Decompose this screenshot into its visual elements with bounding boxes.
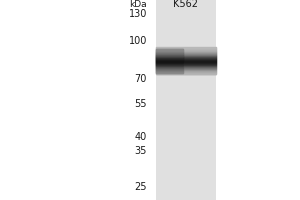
Text: 70: 70: [135, 74, 147, 84]
Text: 100: 100: [129, 36, 147, 46]
Bar: [156, 0, 216, 200]
Text: 40: 40: [135, 132, 147, 142]
Text: 130: 130: [129, 9, 147, 19]
Text: 55: 55: [134, 99, 147, 109]
Text: K562: K562: [173, 0, 199, 9]
Text: 35: 35: [135, 146, 147, 156]
Text: 25: 25: [134, 182, 147, 192]
Text: kDa: kDa: [129, 0, 147, 9]
